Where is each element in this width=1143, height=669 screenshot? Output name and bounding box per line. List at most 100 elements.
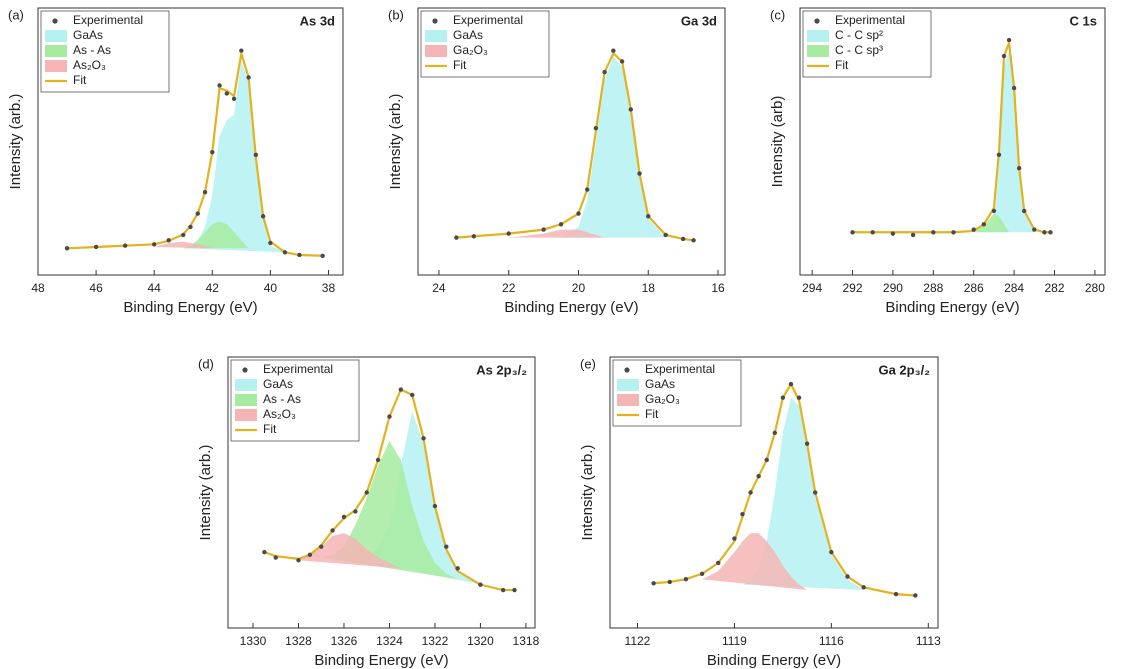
legend-label: GaAs	[263, 377, 293, 391]
axes-frame	[37, 7, 344, 276]
x-tick-label: 40	[264, 281, 278, 295]
legend-label: As₂O₃	[73, 58, 106, 72]
fit-line	[852, 42, 1051, 234]
panel-title: C 1s	[1070, 13, 1097, 28]
x-tick-label: 1328	[285, 634, 312, 648]
experimental-point	[297, 252, 302, 258]
experimental-point	[804, 441, 810, 446]
experimental-point	[224, 91, 230, 96]
experimental-point	[861, 585, 866, 590]
experimental-point	[913, 593, 918, 598]
axes-frame	[417, 7, 726, 276]
panel-label: (b)	[388, 7, 404, 22]
component-area	[561, 56, 666, 238]
experimental-point	[813, 490, 818, 495]
experimental-point	[506, 231, 511, 236]
x-axis-title: Binding Energy (eV)	[314, 652, 448, 669]
experimental-point	[512, 587, 517, 593]
component-area	[508, 229, 605, 238]
axes-frame	[799, 7, 1106, 276]
experimental-point	[1001, 53, 1007, 59]
x-tick-label: 24	[432, 281, 446, 295]
legend-label: Fit	[645, 407, 659, 421]
experimental-point	[850, 230, 855, 235]
x-axis-title: Binding Energy (eV)	[885, 299, 1019, 316]
component-area	[183, 61, 285, 253]
experimental-point	[764, 457, 769, 463]
experimental-point	[646, 214, 651, 219]
component-area	[973, 213, 1010, 233]
legend-label: Fit	[835, 58, 849, 72]
experimental-point	[748, 490, 753, 495]
y-axis-title: Intensity (arb)	[769, 96, 786, 188]
experimental-point	[444, 544, 449, 549]
legend-swatch	[235, 394, 257, 406]
x-tick-label: 288	[923, 281, 943, 295]
x-tick-label: 1119	[722, 634, 747, 648]
axes-frame	[227, 356, 536, 629]
experimental-point	[541, 227, 546, 232]
experimental-point	[1042, 230, 1047, 235]
experimental-point	[93, 244, 99, 250]
experimental-point	[500, 587, 506, 593]
experimental-point	[680, 236, 686, 242]
experimental-point	[619, 59, 625, 64]
component-area	[298, 533, 401, 569]
experimental-point	[1011, 85, 1017, 91]
y-axis-title: Intensity (arb.)	[579, 445, 596, 541]
experimental-point	[353, 509, 358, 514]
experimental-point	[195, 211, 200, 216]
legend-label: Fit	[73, 73, 87, 87]
experimental-point	[845, 574, 850, 579]
experimental-point	[260, 214, 266, 219]
x-tick-label: 1330	[240, 634, 267, 648]
experimental-point	[217, 83, 222, 88]
experimental-point	[628, 107, 634, 112]
x-tick-label: 1326	[331, 634, 358, 648]
legend-swatch	[807, 45, 829, 57]
panel-label: (a)	[8, 7, 24, 22]
experimental-point	[151, 242, 157, 247]
experimental-point	[273, 555, 278, 560]
panel-title: As 2p₃/₂	[476, 362, 527, 377]
experimental-point	[268, 240, 273, 246]
experimental-point	[471, 234, 477, 239]
y-axis-title: Intensity (arb.)	[387, 94, 404, 190]
legend-marker	[814, 18, 820, 24]
experimental-point	[330, 528, 335, 533]
legend-label: GaAs	[645, 377, 675, 391]
x-tick-label: 294	[802, 281, 822, 295]
fit-line	[456, 51, 694, 242]
legend-swatch	[45, 45, 67, 57]
fit-line	[66, 53, 323, 257]
experimental-point	[188, 224, 193, 230]
legend-marker	[242, 367, 248, 373]
experimental-point	[166, 238, 171, 243]
experimental-point	[716, 560, 721, 566]
x-axis-title: Binding Energy (eV)	[707, 652, 841, 669]
experimental-point	[387, 414, 392, 419]
axes-frame	[609, 356, 939, 629]
legend-label: As - As	[263, 392, 301, 406]
experimental-point	[890, 231, 896, 236]
x-tick-label: 1113	[916, 634, 941, 648]
experimental-point	[262, 549, 267, 555]
legend-marker	[52, 18, 58, 24]
experimental-point	[341, 514, 347, 520]
experimental-point	[893, 591, 899, 597]
legend-label: Experimental	[73, 13, 143, 27]
experimental-point	[375, 457, 381, 463]
legend-swatch	[617, 394, 639, 406]
legend-label: GaAs	[453, 28, 483, 42]
x-tick-label: 286	[964, 281, 984, 295]
experimental-point	[307, 552, 313, 558]
x-tick-label: 48	[31, 281, 45, 295]
experimental-point	[602, 69, 607, 75]
experimental-point	[202, 190, 208, 195]
legend-label: Ga₂O₃	[645, 392, 680, 406]
legend-swatch	[235, 379, 257, 391]
legend-label: C - C sp³	[835, 43, 883, 57]
x-tick-label: 42	[206, 281, 220, 295]
panel-label: (d)	[198, 356, 214, 371]
